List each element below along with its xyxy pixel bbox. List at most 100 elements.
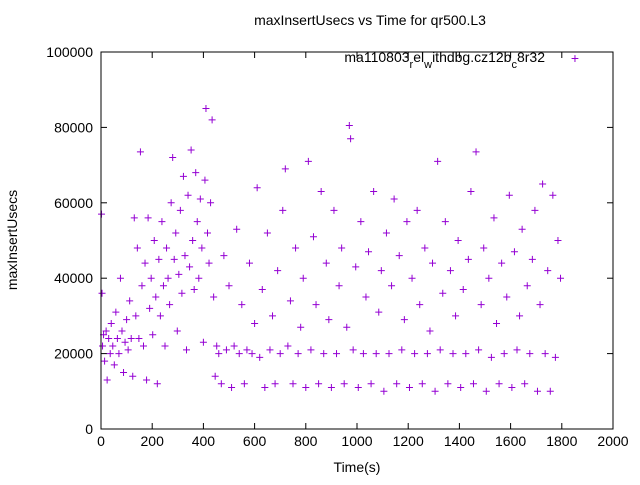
- data-point: [141, 259, 149, 267]
- data-point: [454, 237, 462, 244]
- data-point: [175, 270, 183, 278]
- data-point: [230, 342, 238, 350]
- legend-label-part: r: [410, 59, 414, 71]
- data-point: [487, 353, 495, 361]
- data-point: [439, 289, 447, 297]
- data-point: [441, 218, 449, 226]
- data-point: [302, 384, 310, 392]
- data-point: [115, 350, 123, 358]
- data-point: [258, 286, 266, 294]
- data-point: [523, 282, 531, 290]
- data-point: [352, 263, 360, 271]
- data-point: [320, 350, 328, 358]
- x-tick-label: 800: [294, 433, 318, 449]
- data-point: [482, 387, 490, 395]
- data-point: [281, 165, 289, 173]
- y-tick-label: 100000: [46, 44, 93, 60]
- data-point: [480, 244, 488, 252]
- y-tick-label: 80000: [54, 119, 93, 135]
- data-point: [400, 316, 408, 324]
- data-point: [372, 350, 380, 358]
- data-point: [170, 255, 178, 263]
- data-point: [130, 214, 138, 222]
- data-point: [485, 274, 493, 282]
- data-point: [390, 195, 398, 203]
- data-point: [503, 293, 511, 301]
- data-point: [551, 353, 559, 361]
- data-point: [195, 274, 203, 282]
- data-point: [431, 387, 439, 395]
- data-point: [403, 218, 411, 226]
- data-point: [167, 199, 175, 207]
- data-point: [251, 319, 259, 327]
- data-point: [184, 191, 192, 199]
- data-point: [215, 350, 223, 358]
- data-point: [294, 350, 302, 358]
- data-point: [388, 282, 396, 290]
- legend-label-part: el: [413, 49, 424, 65]
- data-point: [304, 157, 312, 165]
- data-point: [159, 282, 167, 290]
- data-point: [110, 361, 118, 369]
- data-point: [508, 384, 516, 392]
- data-point: [107, 319, 115, 327]
- data-point: [183, 346, 191, 354]
- data-point: [292, 244, 300, 252]
- y-axis-label: maxInsertUsecs: [4, 190, 20, 290]
- data-point: [172, 229, 180, 237]
- data-point: [297, 323, 305, 331]
- data-point: [516, 312, 524, 320]
- data-point: [299, 274, 307, 282]
- data-point: [362, 293, 370, 301]
- data-point: [312, 301, 320, 309]
- data-point: [263, 229, 271, 237]
- data-point: [158, 218, 166, 226]
- data-point: [256, 353, 264, 361]
- data-point: [150, 237, 158, 244]
- data-point: [207, 199, 215, 207]
- data-point: [233, 225, 241, 233]
- data-point: [359, 350, 367, 358]
- data-point: [449, 350, 457, 358]
- data-point: [225, 282, 233, 290]
- data-point: [472, 148, 480, 156]
- data-point: [178, 289, 186, 297]
- data-point: [248, 350, 256, 358]
- data-point: [330, 206, 338, 214]
- data-point: [510, 248, 518, 256]
- chart-title: maxInsertUsecs vs Time for qr500.L3: [254, 12, 486, 28]
- data-point: [526, 350, 534, 358]
- data-point: [240, 380, 248, 388]
- data-point: [203, 229, 211, 237]
- data-point: [106, 350, 114, 358]
- data-point: [354, 384, 362, 392]
- data-point: [518, 225, 526, 233]
- data-point: [98, 289, 106, 297]
- data-point: [495, 380, 503, 388]
- plot-border: [100, 51, 614, 430]
- data-point: [163, 244, 171, 252]
- data-point: [120, 368, 128, 376]
- legend-label-part: 8r32: [517, 49, 545, 65]
- data-point: [380, 387, 388, 395]
- data-point: [133, 244, 141, 252]
- x-tick-label: 1600: [495, 433, 526, 449]
- data-point: [457, 384, 465, 392]
- x-tick-label: 1000: [341, 433, 372, 449]
- data-point: [205, 259, 213, 267]
- data-point: [139, 342, 147, 350]
- data-point: [452, 312, 460, 320]
- data-point: [493, 319, 501, 327]
- data-point: [161, 342, 169, 350]
- data-point: [220, 252, 228, 260]
- data-point: [411, 350, 419, 358]
- data-point: [166, 301, 174, 309]
- data-point: [398, 346, 406, 354]
- data-point: [421, 244, 429, 252]
- data-point: [147, 274, 155, 282]
- data-point: [127, 335, 135, 343]
- data-point: [395, 252, 403, 260]
- x-axis-label: Time(s): [334, 459, 381, 475]
- data-point: [309, 233, 317, 241]
